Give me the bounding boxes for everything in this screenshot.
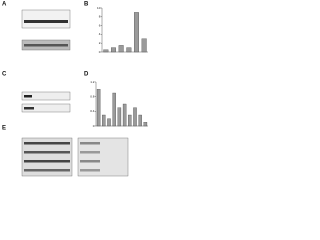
figure: A B C D E 0 2 4 6 8 10 0 0.4 0.8 1.2 (2, 2, 148, 177)
bar (126, 47, 132, 53)
y-tick-label: 0.8 (90, 94, 95, 98)
y-tick-label: 6 (99, 23, 101, 27)
y-tick-label: 0 (99, 50, 101, 54)
y-tick-label: 10 (97, 6, 101, 10)
y-tick-label: 4 (99, 32, 101, 36)
bar (143, 122, 148, 127)
y-tick-label: 2 (99, 41, 101, 45)
bar (96, 89, 101, 127)
bar (117, 107, 122, 127)
y-tick-label: 0.4 (90, 109, 95, 113)
blot (21, 137, 129, 177)
panel-letter: D (84, 72, 89, 78)
panel-letter: C (2, 72, 7, 78)
blot (21, 9, 71, 51)
y-tick-label: 1.2 (90, 80, 95, 84)
y-tick-label: 8 (99, 15, 101, 19)
panel-letter: B (84, 2, 89, 8)
bar (107, 118, 111, 127)
bar (102, 114, 106, 127)
bar (134, 12, 139, 53)
bar (118, 45, 124, 53)
y-tick-label: 0 (93, 124, 95, 128)
bar (133, 107, 137, 127)
bar (112, 92, 116, 127)
bar (138, 114, 142, 127)
bar (128, 114, 132, 127)
panel-letter: E (2, 126, 6, 132)
bar (122, 103, 127, 127)
bar (103, 49, 109, 53)
panel-letter: A (2, 2, 7, 8)
blot (21, 91, 71, 113)
bar (141, 38, 147, 53)
bar (111, 47, 116, 53)
